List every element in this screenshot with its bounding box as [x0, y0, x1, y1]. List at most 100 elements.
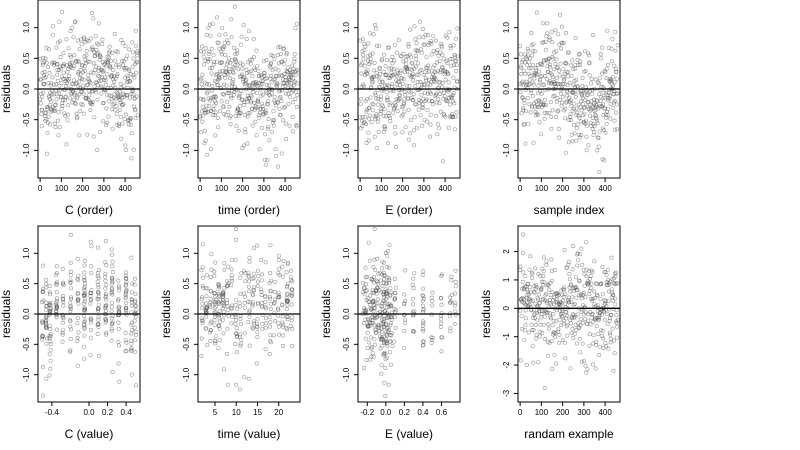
- data-point: [573, 275, 578, 280]
- data-point: [563, 316, 568, 321]
- data-point: [282, 58, 287, 63]
- data-point: [359, 63, 364, 68]
- data-point: [212, 301, 217, 306]
- data-point: [534, 72, 539, 77]
- data-point: [282, 104, 287, 109]
- data-point: [208, 296, 213, 301]
- data-point: [217, 32, 222, 37]
- data-point: [571, 335, 576, 340]
- data-point: [562, 285, 567, 290]
- data-point: [52, 107, 57, 112]
- data-point: [274, 154, 279, 159]
- data-point: [129, 290, 134, 295]
- data-point: [95, 245, 100, 250]
- data-point: [280, 118, 285, 123]
- data-point: [438, 317, 443, 322]
- data-point: [272, 289, 277, 294]
- data-point: [561, 67, 566, 72]
- data-point: [562, 247, 567, 252]
- data-point: [96, 308, 101, 313]
- data-point: [587, 343, 592, 348]
- data-point: [427, 90, 432, 95]
- data-point: [207, 49, 212, 54]
- data-point: [54, 298, 59, 303]
- data-point: [564, 70, 569, 75]
- data-point: [69, 327, 74, 332]
- data-point: [55, 118, 60, 123]
- data-point: [523, 323, 528, 328]
- data-point: [399, 68, 404, 73]
- data-point: [239, 337, 244, 342]
- data-point: [117, 108, 122, 113]
- data-point: [365, 324, 370, 329]
- data-point: [547, 35, 552, 40]
- data-point: [46, 81, 51, 86]
- data-point: [77, 59, 82, 64]
- data-point: [69, 286, 74, 291]
- data-point: [537, 334, 542, 339]
- data-point: [295, 81, 300, 86]
- data-point: [573, 328, 578, 333]
- data-point: [293, 89, 298, 94]
- data-point: [411, 276, 416, 281]
- data-point: [592, 123, 597, 128]
- data-point: [547, 297, 552, 302]
- data-point: [584, 148, 589, 153]
- data-point: [525, 96, 530, 101]
- data-point: [405, 66, 410, 71]
- data-point: [393, 291, 398, 296]
- x-axis-label: time (order): [218, 203, 280, 217]
- data-point: [388, 116, 393, 121]
- data-point: [542, 322, 547, 327]
- data-point: [108, 65, 113, 70]
- data-point: [385, 343, 390, 348]
- data-point: [415, 80, 420, 85]
- y-axis-label: residuals: [479, 290, 493, 338]
- data-point: [455, 26, 460, 31]
- data-point: [87, 97, 92, 102]
- data-point: [129, 72, 134, 77]
- data-point: [133, 314, 138, 319]
- data-point: [607, 96, 612, 101]
- data-point: [61, 297, 66, 302]
- data-point: [201, 54, 206, 59]
- data-point: [280, 303, 285, 308]
- data-point: [573, 63, 578, 68]
- data-point: [203, 128, 208, 133]
- data-point: [582, 111, 587, 116]
- data-point: [65, 70, 70, 75]
- y-tick-label: -0.5: [502, 112, 511, 126]
- data-point: [397, 92, 402, 97]
- data-point: [587, 292, 592, 297]
- data-point: [200, 318, 205, 323]
- data-point: [285, 285, 290, 290]
- data-point: [103, 308, 108, 313]
- data-point: [99, 91, 104, 96]
- y-tick-label: 0.5: [22, 278, 31, 290]
- data-point: [54, 45, 59, 50]
- data-point: [208, 66, 213, 71]
- data-point: [597, 129, 602, 134]
- data-point: [385, 97, 390, 102]
- plot-frame: [517, 225, 621, 403]
- data-point: [558, 82, 563, 87]
- data-point: [557, 332, 562, 337]
- data-point: [572, 122, 577, 127]
- data-point: [538, 322, 543, 327]
- data-point: [597, 76, 602, 81]
- data-point: [134, 60, 139, 65]
- y-tick-label: -2: [502, 361, 511, 369]
- data-point: [44, 325, 49, 330]
- data-point: [449, 292, 454, 297]
- data-point: [560, 94, 565, 99]
- data-point: [549, 72, 554, 77]
- data-point: [260, 326, 265, 331]
- data-point: [532, 311, 537, 316]
- data-point: [238, 332, 243, 337]
- data-point: [593, 102, 598, 107]
- data-point: [233, 257, 238, 262]
- data-point: [275, 84, 280, 89]
- data-point: [376, 281, 381, 286]
- data-point: [614, 127, 619, 132]
- data-point: [54, 264, 59, 269]
